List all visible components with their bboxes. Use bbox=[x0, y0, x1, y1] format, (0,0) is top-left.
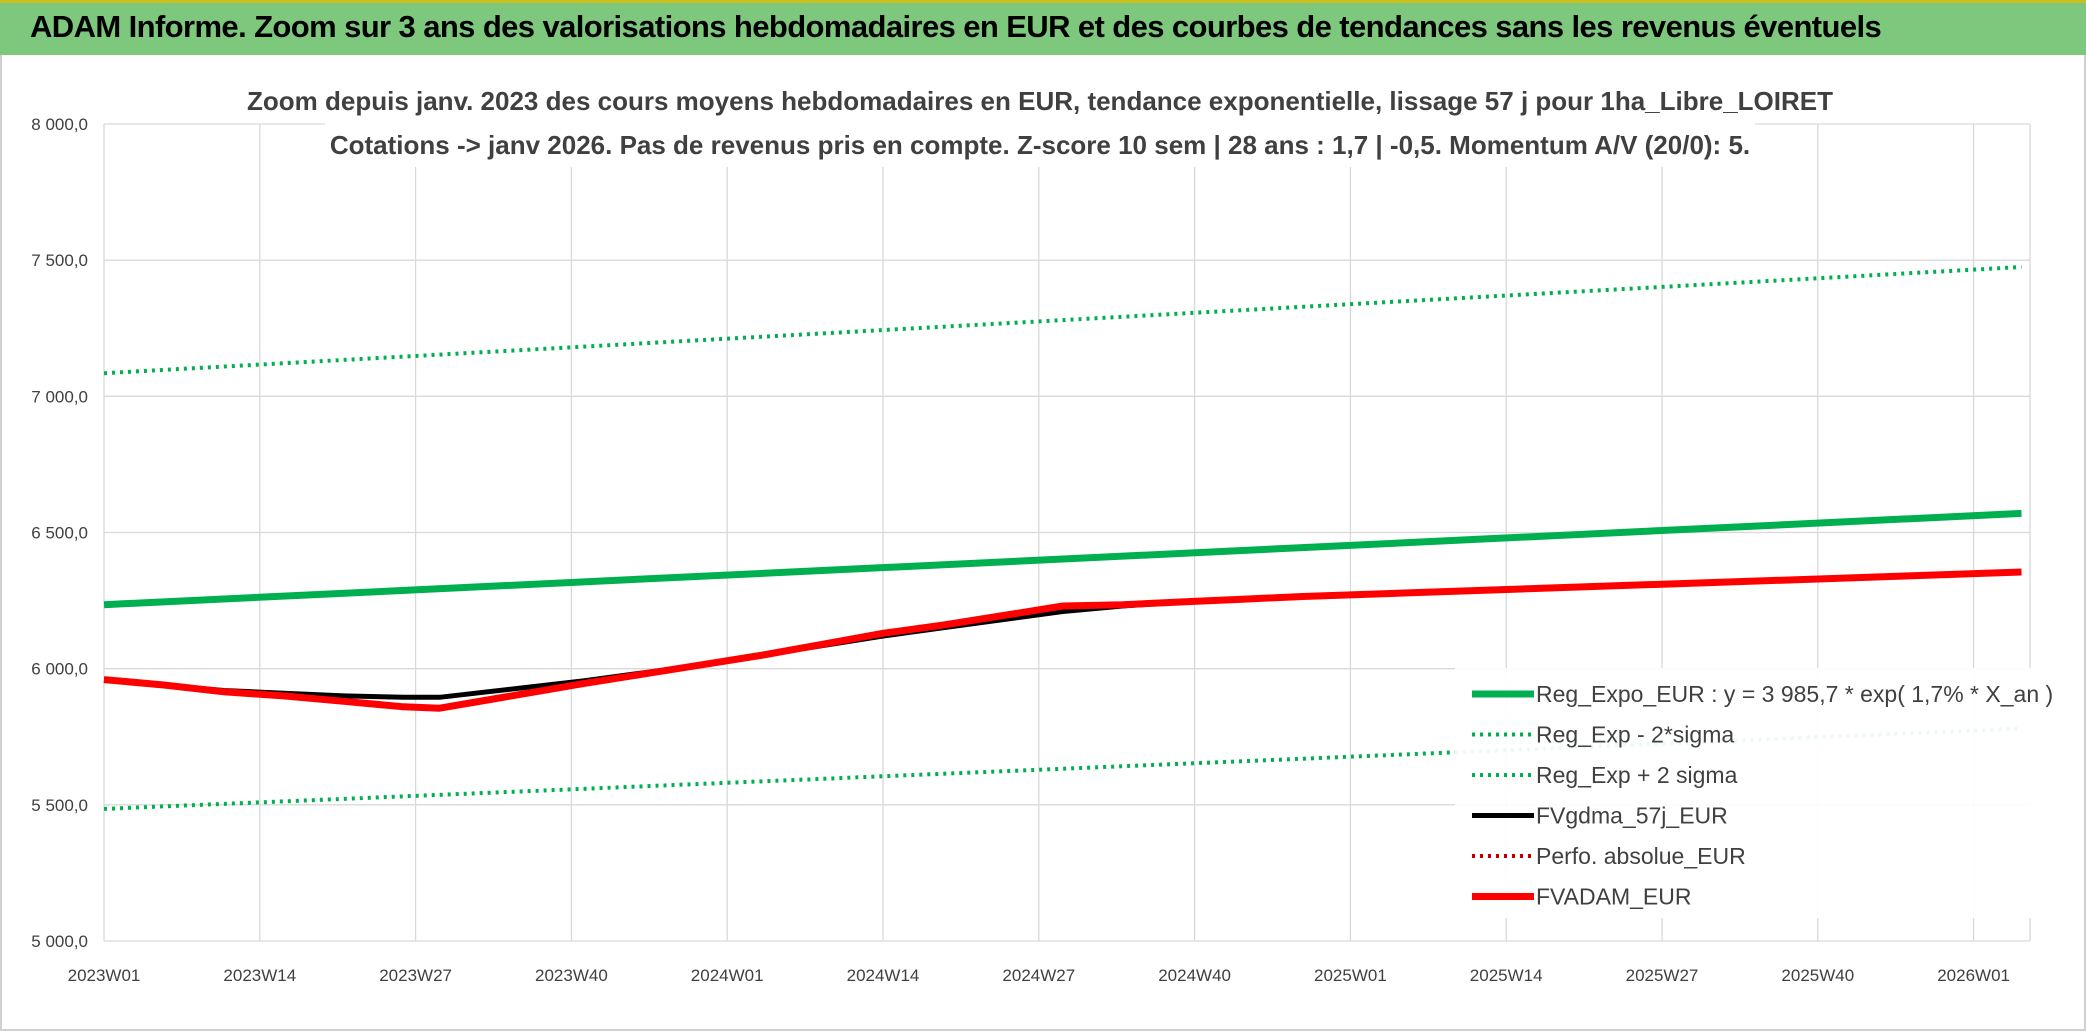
x-tick-label: 2025W01 bbox=[1314, 966, 1387, 985]
x-axis-ticks: 2023W01 2023W14 2023W27 2023W40 2024W01 2024W… bbox=[68, 966, 2010, 985]
y-tick-label: 7 000,0 bbox=[31, 387, 88, 406]
y-tick-label: 6 500,0 bbox=[31, 524, 88, 543]
y-tick-label: 5 500,0 bbox=[31, 796, 88, 815]
legend-label: Perfo. absolue_EUR bbox=[1536, 843, 1746, 869]
x-tick-label: 2023W40 bbox=[535, 966, 608, 985]
report-banner: ADAM Informe. Zoom sur 3 ans des valoris… bbox=[0, 0, 2086, 55]
x-tick-label: 2025W27 bbox=[1626, 966, 1699, 985]
chart-frame bbox=[0, 55, 2086, 1031]
legend-label: Reg_Exp + 2 sigma bbox=[1536, 762, 1738, 788]
chart-title: Zoom depuis janv. 2023 des cours moyens … bbox=[247, 86, 1833, 116]
legend-label: Reg_Exp - 2*sigma bbox=[1536, 722, 1734, 748]
legend-label: FVADAM_EUR bbox=[1536, 884, 1692, 910]
series-line-0 bbox=[103, 509, 2022, 609]
y-tick-label: 5 000,0 bbox=[31, 932, 88, 951]
x-tick-label: 2025W40 bbox=[1781, 966, 1854, 985]
series-line-2 bbox=[103, 265, 2022, 376]
legend-label: FVgdma_57j_EUR bbox=[1536, 803, 1728, 829]
series-lines bbox=[103, 265, 2022, 811]
chart-subtitle: Cotations -> janv 2026. Pas de revenus p… bbox=[330, 130, 1750, 160]
y-tick-label: 6 000,0 bbox=[31, 660, 88, 679]
y-tick-label: 8 000,0 bbox=[31, 115, 88, 134]
x-tick-label: 2024W14 bbox=[847, 966, 920, 985]
legend-label: Reg_Expo_EUR : y = 3 985,7 * exp( 1,7% *… bbox=[1536, 681, 2053, 707]
y-axis-ticks: 5 000,0 5 500,0 6 000,0 6 500,0 7 000,0 7 500… bbox=[31, 115, 88, 951]
x-tick-label: 2024W40 bbox=[1158, 966, 1231, 985]
x-tick-label: 2024W27 bbox=[1002, 966, 1075, 985]
x-tick-label: 2023W01 bbox=[68, 966, 141, 985]
x-tick-label: 2026W01 bbox=[1937, 966, 2010, 985]
x-tick-label: 2023W27 bbox=[379, 966, 452, 985]
x-tick-label: 2025W14 bbox=[1470, 966, 1543, 985]
report-title: ADAM Informe. Zoom sur 3 ans des valoris… bbox=[30, 9, 1882, 44]
x-tick-label: 2023W14 bbox=[223, 966, 296, 985]
y-tick-label: 7 500,0 bbox=[31, 251, 88, 270]
legend-background bbox=[1455, 668, 2035, 918]
x-tick-label: 2024W01 bbox=[691, 966, 764, 985]
chart-legend: Reg_Expo_EUR : y = 3 985,7 * exp( 1,7% *… bbox=[1455, 668, 2053, 918]
title-background bbox=[325, 75, 1755, 167]
series-line-5 bbox=[103, 568, 2022, 712]
